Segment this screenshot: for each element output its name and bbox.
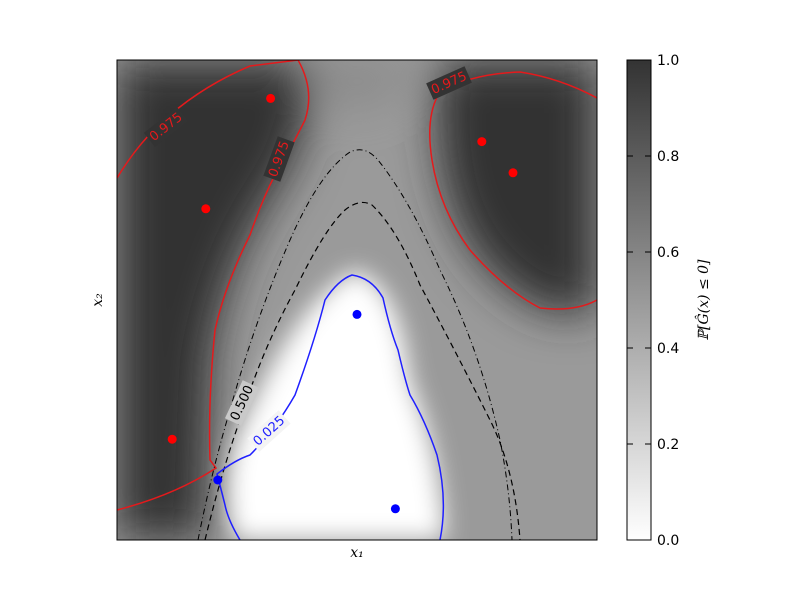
colorbar-tick-label: 0.6	[657, 245, 679, 261]
red-data-point-2	[201, 204, 211, 214]
colorbar-gradient	[626, 59, 652, 541]
blue-data-point-7	[390, 504, 400, 514]
colorbar-tick-label: 0.0	[657, 533, 679, 549]
x-axis-label: x₁	[350, 545, 364, 561]
contour-lines	[117, 60, 597, 540]
plot-frame	[116, 59, 598, 541]
y-axis-label: x₂	[90, 293, 106, 307]
contour-0975-top-left	[117, 60, 310, 511]
contour-0025-blue	[216, 274, 445, 540]
colorbar-tick-label: 0.8	[657, 149, 679, 165]
colorbar-label: ℙ[Ĝ(x) ≤ 0]	[694, 259, 712, 341]
colorbar-tick-label: 1.0	[657, 53, 679, 69]
data-points	[167, 93, 518, 514]
red-data-point-3	[167, 434, 177, 444]
probability-heatmap	[117, 60, 597, 540]
colorbar-ticks: 0.0 0.2 0.4 0.6 0.8 1.0	[627, 53, 679, 549]
contour-dashdot	[197, 149, 513, 540]
red-data-point-1	[266, 93, 276, 103]
colorbar-tick-label: 0.2	[657, 437, 679, 453]
red-data-point-4	[477, 137, 487, 147]
colorbar: 0.0 0.2 0.4 0.6 0.8 1.0 ℙ[Ĝ(x) ≤ 0]	[626, 53, 712, 549]
colorbar-tick-label: 0.4	[657, 341, 679, 357]
contour-0500-dashed	[204, 201, 521, 540]
contour-0975-top-right	[429, 71, 597, 310]
red-data-point-5	[508, 168, 518, 178]
blue-data-point-8	[213, 475, 223, 485]
blue-data-point-6	[352, 309, 362, 319]
